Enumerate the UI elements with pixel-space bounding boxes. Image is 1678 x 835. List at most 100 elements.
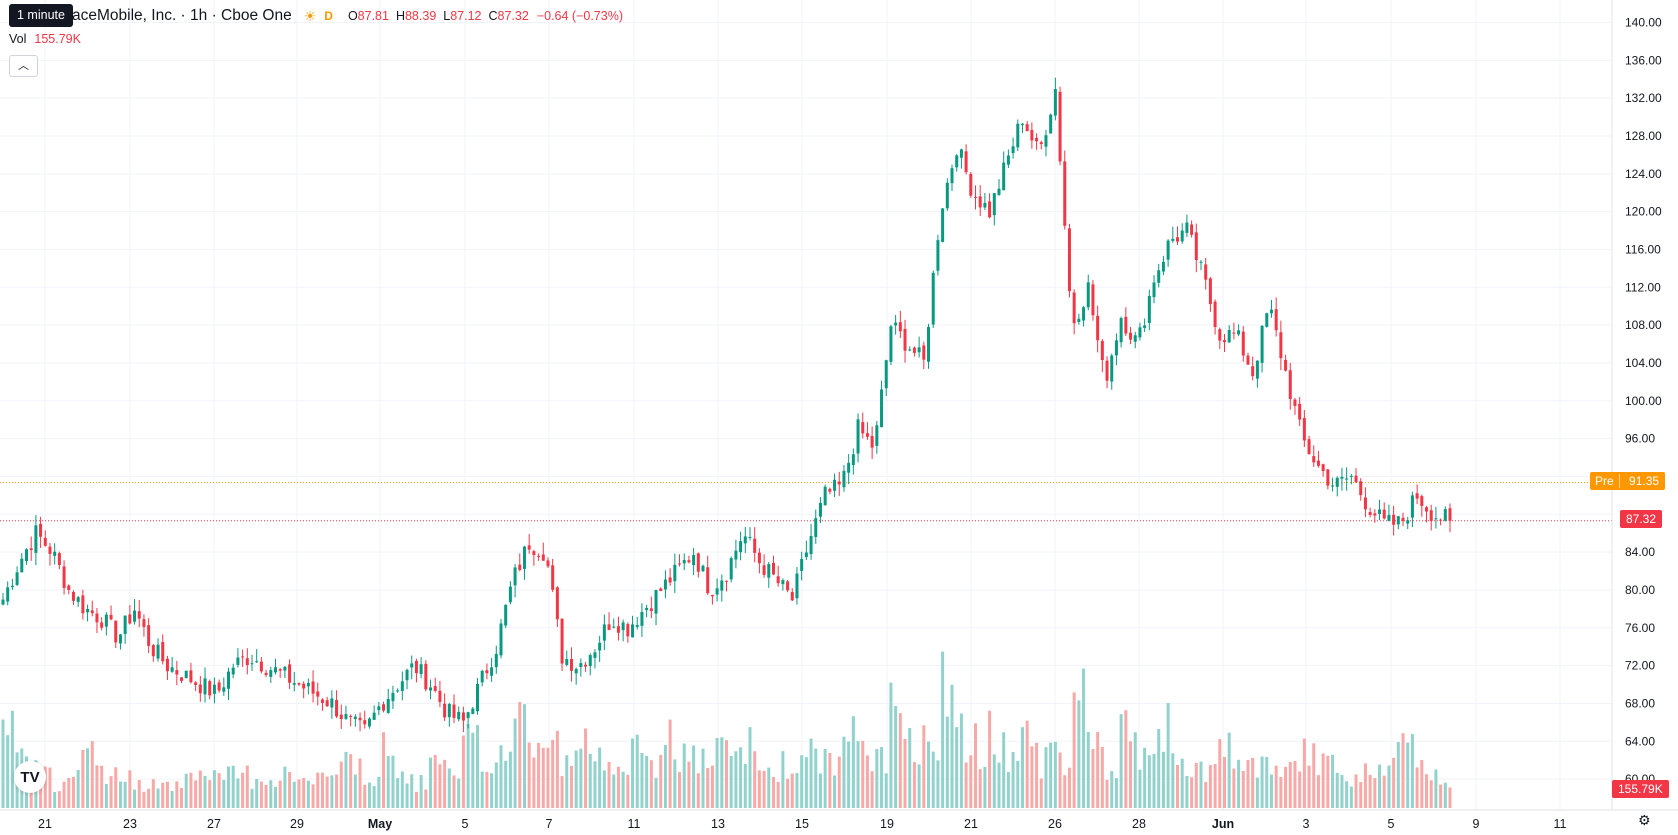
price-tick-label: 124.00 [1625, 167, 1662, 181]
volume-bar [1241, 770, 1245, 808]
volume-bar [1246, 759, 1250, 808]
candle-body [1171, 238, 1175, 241]
volume-bar [743, 763, 747, 808]
volume-bar [842, 736, 846, 808]
candle-body [1307, 439, 1311, 455]
delayed-badge[interactable]: D [324, 9, 333, 23]
candle-body [978, 196, 982, 208]
volume-bar [1326, 755, 1330, 808]
tradingview-logo[interactable]: TV [14, 761, 46, 793]
candle-body [100, 622, 104, 628]
candle-body [696, 553, 700, 572]
candle-body [476, 683, 480, 712]
volume-bar [894, 705, 898, 808]
volume-bar [823, 748, 827, 808]
candle-body [715, 588, 719, 595]
volume-bar [151, 779, 155, 808]
volume-bar [447, 768, 451, 808]
volume-bar [513, 718, 517, 808]
volume-bar [165, 781, 169, 808]
volume-bar [1067, 767, 1071, 808]
candle-body [133, 610, 137, 622]
candle-body [508, 586, 512, 603]
volume-bar [898, 713, 902, 808]
volume-bar [964, 762, 968, 808]
candle-body [1063, 161, 1067, 226]
volume-bar [264, 784, 268, 808]
candle-body [1180, 230, 1184, 242]
volume-bar [1237, 759, 1241, 808]
candle-body [1359, 481, 1363, 496]
volume-bar [419, 775, 423, 808]
volume-bar [1058, 752, 1062, 808]
volume-bar [809, 738, 813, 808]
candle-body [818, 502, 822, 517]
volume-bar [814, 748, 818, 808]
collapse-legend-button[interactable]: ︿ [9, 55, 38, 77]
candle-body [560, 618, 564, 664]
volume-bar [1363, 763, 1367, 808]
volume-bar [1316, 775, 1320, 808]
volume-bar [1152, 753, 1156, 808]
volume-bar [1105, 779, 1109, 808]
volume-bar [400, 771, 404, 808]
candle-body [1387, 514, 1391, 521]
candle-body [227, 671, 231, 689]
candle-body [1091, 284, 1095, 316]
candle-body [588, 655, 592, 666]
volume-bar [988, 710, 992, 808]
volume-bar [739, 747, 743, 808]
volume-bar [1265, 756, 1269, 808]
candle-body [1354, 475, 1358, 483]
volume-bar [1020, 727, 1024, 808]
volume-bar [621, 771, 625, 808]
volume-bar [1401, 733, 1405, 808]
candle-body [1213, 301, 1217, 327]
volume-bar [76, 769, 80, 808]
candle-body [692, 555, 696, 566]
price-tick-label: 68.00 [1625, 696, 1655, 710]
time-tick-label: 28 [1132, 817, 1146, 831]
candle-body [1011, 146, 1015, 154]
candle-body [1316, 460, 1320, 466]
volume-bar [180, 788, 184, 808]
volume-bar [1006, 772, 1010, 808]
premarket-price-badge: Pre 91.35 [1590, 472, 1666, 490]
price-tick-label: 128.00 [1625, 129, 1662, 143]
volume-bar [1147, 755, 1151, 808]
volume-bar [565, 755, 569, 808]
candle-body [1298, 403, 1302, 420]
candle-body [1335, 477, 1339, 487]
symbol-title[interactable]: aceMobile, Inc. · 1h · Cboe One [72, 7, 292, 24]
candle-body [875, 425, 879, 446]
time-tick-label: May [368, 817, 392, 831]
volume-bar [1251, 757, 1255, 808]
volume-bar [762, 770, 766, 808]
volume-label[interactable]: Vol [9, 32, 27, 46]
candle-body [1218, 329, 1222, 341]
gear-icon[interactable]: ⚙ [1638, 812, 1651, 828]
candle-body [400, 681, 404, 691]
candle-body [184, 670, 188, 679]
candle-body [786, 581, 790, 591]
volume-bar [997, 762, 1001, 808]
volume-bar [133, 789, 137, 808]
time-tick-label: 5 [1388, 817, 1395, 831]
candle-body [34, 525, 38, 553]
candle-body [950, 168, 954, 184]
volume-bar [62, 781, 66, 808]
candle-body [1030, 130, 1034, 141]
candle-body [396, 690, 400, 692]
candle-body [443, 703, 447, 718]
volume-bar [663, 745, 667, 808]
volume-bar [95, 765, 99, 808]
volume-bar [259, 781, 263, 808]
volume-bar [804, 757, 808, 808]
candle-body [1406, 520, 1410, 524]
volume-bar [1345, 781, 1349, 808]
candle-body [1232, 332, 1236, 334]
candle-body [1067, 228, 1071, 292]
volume-bar [889, 682, 893, 808]
candle-body [767, 564, 771, 578]
